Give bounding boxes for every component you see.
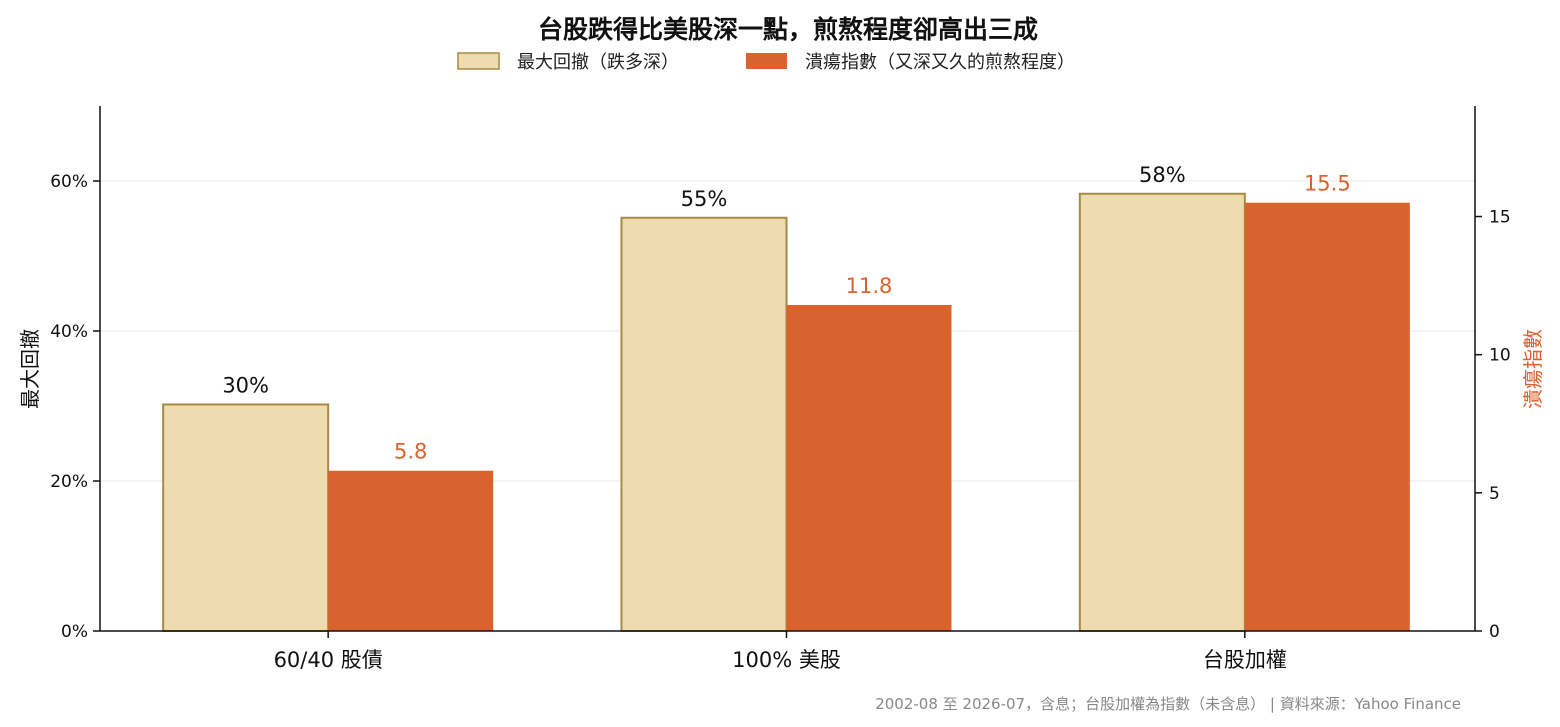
data-label-ulcer: 15.5 — [1304, 172, 1351, 196]
right-tick-label: 0 — [1489, 622, 1500, 642]
right-tick-label: 10 — [1489, 346, 1511, 366]
x-axis-ticks: 60/40 股債 100% 美股 台股加權 — [274, 631, 1287, 672]
left-axis-label: 最大回撤 — [18, 329, 42, 409]
category-label: 60/40 股債 — [274, 648, 383, 672]
data-labels: 30% 5.8 55% 11.8 58% 15.5 — [222, 163, 1350, 464]
left-axis-ticks: 0% 20% 40% 60% — [50, 172, 100, 642]
data-label-drawdown: 30% — [222, 374, 269, 398]
legend-label-ulcer: 潰瘍指數（又深又久的煎熬程度） — [805, 52, 1075, 73]
left-tick-label: 20% — [50, 472, 88, 492]
right-axis-label: 潰瘍指數 — [1521, 329, 1545, 409]
left-tick-label: 40% — [50, 322, 88, 342]
legend-swatch-drawdown — [457, 52, 500, 70]
bar-ulcer — [1244, 202, 1410, 632]
data-label-drawdown: 58% — [1139, 163, 1186, 187]
footnote: 2002-08 至 2026-07，含息；台股加權為指數（未含息） | 資料來源… — [875, 695, 1461, 713]
right-tick-label: 5 — [1489, 484, 1500, 504]
bar-drawdown — [1078, 192, 1246, 632]
data-label-ulcer: 11.8 — [846, 274, 893, 298]
bar-ulcer — [328, 470, 494, 631]
bar-ulcer — [786, 304, 952, 631]
chart-title: 台股跌得比美股深一點，煎熬程度卻高出三成 — [538, 15, 1038, 44]
bars — [162, 192, 1410, 632]
data-label-ulcer: 5.8 — [394, 440, 427, 464]
bar-drawdown — [620, 216, 788, 632]
right-tick-label: 15 — [1489, 208, 1511, 228]
axes — [99, 106, 1476, 632]
right-axis-ticks: 0 5 10 15 — [1475, 208, 1511, 642]
legend-label-drawdown: 最大回撤（跌多深） — [517, 52, 679, 73]
legend-swatch-ulcer — [746, 53, 787, 69]
category-label: 台股加權 — [1203, 648, 1287, 672]
category-label: 100% 美股 — [732, 648, 841, 672]
bar-drawdown — [162, 403, 330, 632]
legend: 最大回撤（跌多深） 潰瘍指數（又深又久的煎熬程度） — [457, 52, 1075, 73]
data-label-drawdown: 55% — [681, 187, 728, 211]
left-tick-label: 60% — [50, 172, 88, 192]
left-tick-label: 0% — [61, 622, 88, 642]
